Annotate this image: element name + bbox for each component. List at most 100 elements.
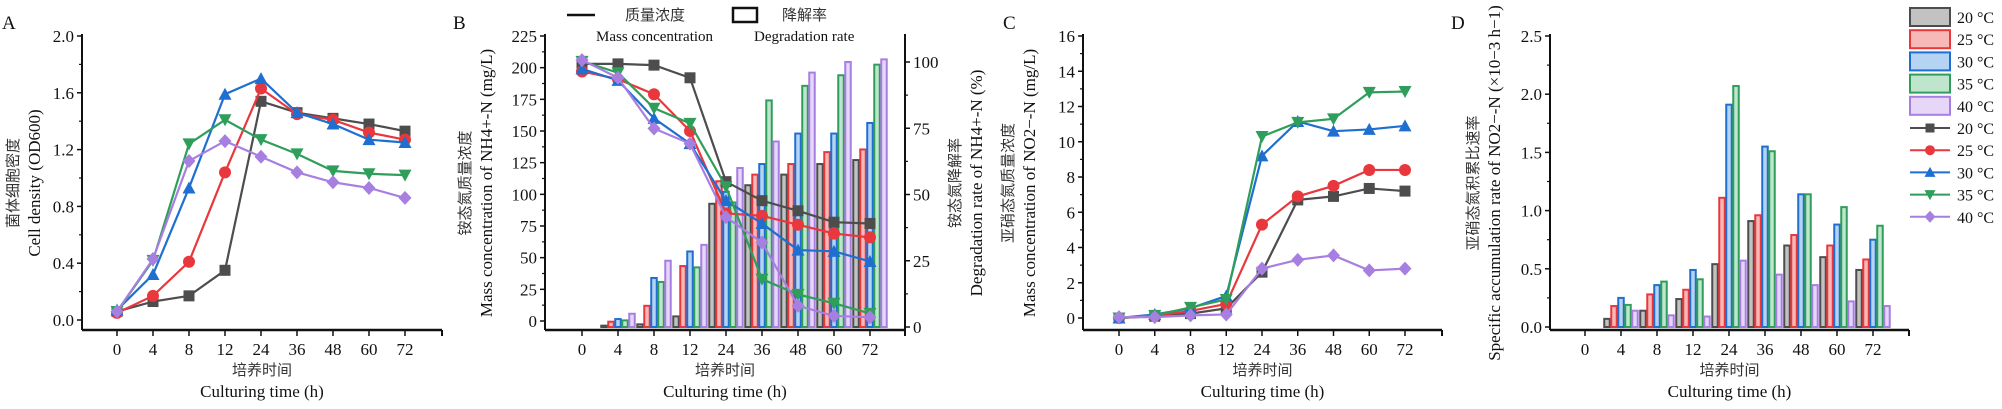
series-line-20c [1118,187,1406,320]
diamond-marker [575,53,589,68]
bar-20c [1783,244,1791,329]
bar-25c [679,265,687,328]
triangle-up-marker [362,133,376,146]
y2-tick-label: 75 [913,119,930,138]
y-tick-label: 16 [1058,27,1075,46]
square-marker [363,118,375,130]
diamond-marker [1219,307,1233,322]
x-tick-label: 12 [682,340,699,359]
legend-bar-label: 20 °C [1957,10,1994,27]
triangle-down-marker [683,117,697,130]
panel-d-accumulation-rate: 0.00.51.01.52.02.50 4 8 12 24 36 48 60 72培养时间Cul… [1464,5,1910,401]
bar-20c [1819,256,1827,328]
y-tick-label: 175 [512,90,538,109]
bar-25c [751,173,759,328]
bar-35c [1876,224,1884,328]
x-tick-label: 8 [1186,340,1195,359]
triangle-down-marker [398,169,412,182]
triangle-down-marker [1219,293,1233,306]
diamond-marker [1291,252,1305,267]
square-marker [1925,123,1935,133]
y-tick-label: 150 [512,122,538,141]
circle-marker [1256,218,1268,231]
bar-25c [1682,288,1690,329]
triangle-down-marker [1184,301,1197,314]
y-tick-label: 0.4 [53,254,75,273]
y-tick-label: 8 [1067,168,1076,187]
legend-line-label: 20 °C [1957,121,1994,138]
diamond-marker [398,190,412,205]
triangle-up-marker [254,72,268,85]
bar-40c [808,71,816,328]
triangle-up-marker [791,243,805,256]
bar-25c [1610,305,1618,329]
diamond-marker [254,149,268,164]
bar-30c [1725,103,1733,329]
x-tick-label: 8 [650,340,659,359]
x-tick-label: 72 [1397,340,1414,359]
x-tick-label: 60 [826,340,843,359]
x-axis-title-cn: 培养时间 [695,361,755,379]
diamond-marker [326,175,340,190]
bar-35c [837,74,845,328]
panel-letter-b: B [453,13,466,34]
x-tick-label: 0 [113,340,122,359]
triangle-up-marker [863,254,877,267]
bar-40c [1883,305,1891,329]
y-tick-label: 0.0 [1521,318,1542,337]
diamond-marker [611,70,625,85]
bar-20c [1675,298,1683,328]
triangle-up-marker [218,87,232,100]
x-tick-label: 48 [325,340,342,359]
legend-bar-label-cn: 降解率 [782,6,827,24]
circle-marker [183,255,195,268]
bar-30c [1869,238,1877,328]
x-tick-label: 12 [1685,340,1702,359]
triangle-down-marker [755,273,769,286]
triangle-down-marker [1327,113,1340,126]
y-tick-label: 1.2 [53,141,74,160]
diamond-marker [362,180,376,195]
bar-30c [650,276,658,329]
y2-tick-label: 100 [913,53,939,72]
x-tick-label: 24 [253,340,271,359]
x-tick-label: 4 [614,340,623,359]
x-tick-label: 60 [1829,340,1846,359]
y-axis-title: Specific accumulation rate of NO2−-N (×1… [1485,5,1504,361]
diamond-marker [1112,310,1126,325]
y-tick-label: 0.0 [53,311,74,330]
bar-30c [1797,193,1805,328]
square-marker [1328,190,1339,202]
diamond-marker [1362,263,1376,278]
bar-35c [657,280,665,329]
bar-35c [1696,278,1704,328]
x-tick-label: 24 [718,340,736,359]
x-tick-label: 60 [1361,340,1378,359]
y-tick-label: 14 [1058,62,1076,81]
legend-line-label-cn: 质量浓度 [625,6,685,24]
legend-line-label: 30 °C [1957,165,1994,182]
bar-40c [736,167,744,328]
circle-marker [1291,190,1304,203]
bar-25c [1862,258,1870,329]
square-marker [828,216,840,228]
circle-marker [864,231,876,244]
bar-30c [1761,145,1769,328]
triangle-down-marker [1291,116,1305,129]
y-tick-label: 2.0 [1521,85,1542,104]
triangle-down-marker [182,138,196,151]
circle-marker [363,126,375,139]
circle-marker [147,289,159,302]
legend-bar-swatch-35c [1909,73,1951,94]
y-tick-label: 6 [1067,203,1076,222]
diamond-marker [1148,310,1162,325]
triangle-up-marker [1924,166,1936,177]
bar-35c [873,63,881,329]
bar-40c [1775,273,1783,328]
bar-35c [1768,150,1776,328]
square-marker [684,72,696,84]
legend-line-label: 40 °C [1957,210,1994,227]
x-tick-label: 72 [862,340,879,359]
bar-40c [1847,300,1855,328]
bar-30c [1833,223,1841,328]
